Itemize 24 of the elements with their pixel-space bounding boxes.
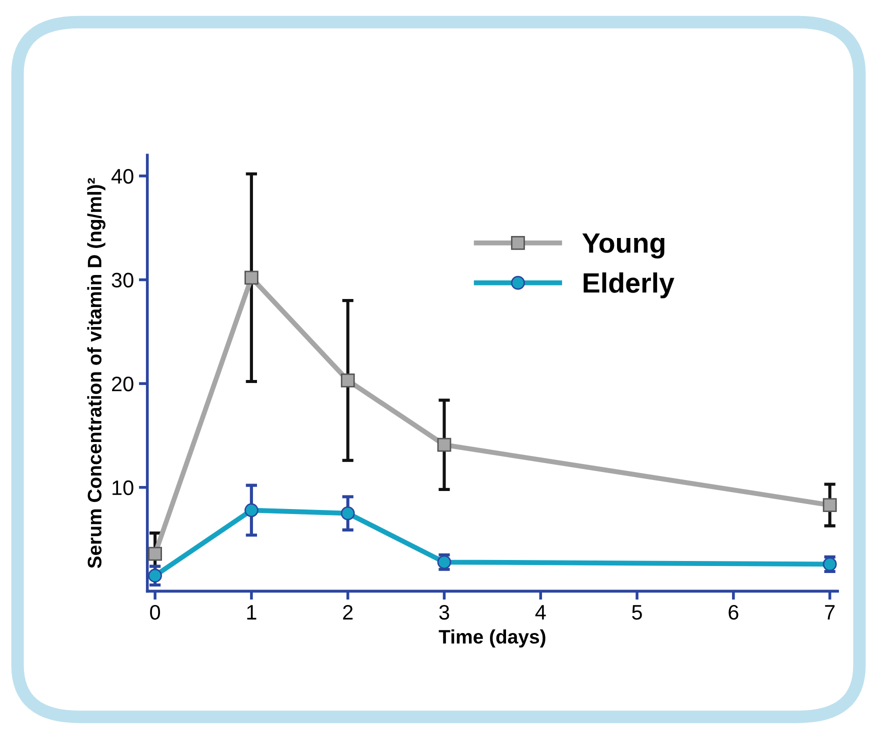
point [340, 506, 355, 520]
point [340, 374, 355, 388]
y-tick-label: 30 [112, 272, 134, 288]
point [244, 270, 258, 285]
x-tick-label: 5 [632, 605, 642, 620]
x-axis-title: Time (days) [438, 629, 546, 648]
x-tick-label: 3 [439, 604, 450, 620]
y-tick-label: 20 [112, 376, 134, 392]
point [148, 546, 162, 561]
legend-label: Elderly [584, 272, 674, 298]
legend-label: Young [582, 234, 664, 259]
y-tick-label: 10 [112, 480, 134, 496]
x-tick-label: 0 [150, 604, 160, 620]
x-tick-label: 2 [343, 604, 353, 620]
x-tick-label: 1 [247, 605, 256, 620]
y-axis-title: Serum Concentration of vitamin D (ng/ml)² [87, 178, 106, 568]
x-tick-label: 4 [535, 605, 546, 620]
point [148, 568, 162, 583]
point [822, 498, 837, 512]
point [437, 438, 452, 452]
point [244, 503, 258, 518]
y-tick-label: 40 [111, 168, 134, 184]
x-tick-label: 6 [728, 604, 738, 620]
x-tick-label: 7 [825, 605, 835, 620]
